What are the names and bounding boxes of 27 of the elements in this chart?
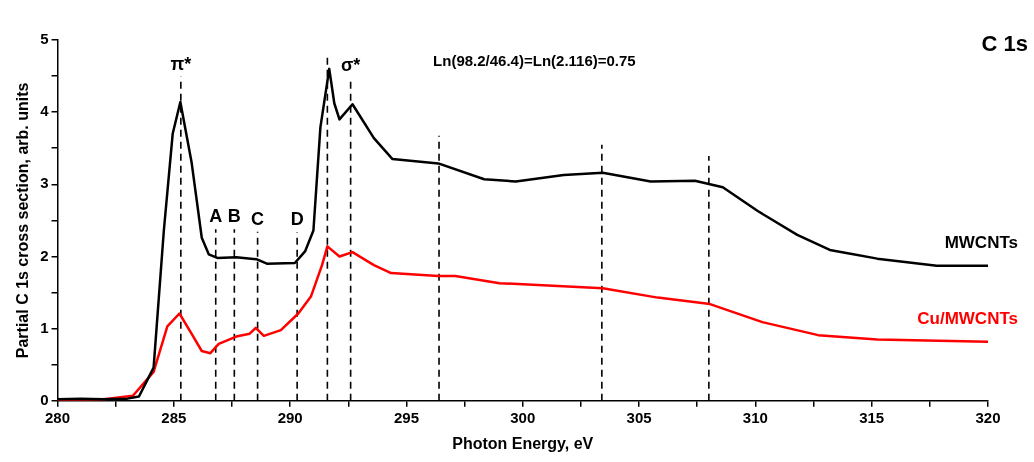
x-tick-label: 300 bbox=[510, 408, 536, 426]
x-tick-label: 315 bbox=[859, 408, 885, 426]
ref-line-label: C bbox=[251, 208, 265, 229]
y-tick-label: 4 bbox=[40, 102, 50, 120]
ref-line-label: D bbox=[290, 209, 304, 230]
x-tick-label: 290 bbox=[277, 408, 303, 426]
ref-line-label: B bbox=[227, 206, 241, 227]
series-label: Cu/MWCNTs bbox=[917, 308, 1018, 328]
y-tick-label: 3 bbox=[40, 174, 49, 192]
x-tick-label: 305 bbox=[626, 408, 652, 426]
x-tick-label: 280 bbox=[45, 408, 71, 426]
ref-line-label: σ* bbox=[340, 55, 361, 76]
chart-title: C 1s bbox=[981, 31, 1028, 57]
ref-line-label: π* bbox=[170, 53, 192, 74]
x-tick-label: 310 bbox=[742, 408, 768, 426]
x-axis-title: Photon Energy, eV bbox=[452, 434, 594, 452]
y-tick-label: 0 bbox=[40, 390, 49, 408]
y-tick-label: 1 bbox=[40, 318, 49, 336]
x-tick-label: 285 bbox=[161, 408, 187, 426]
x-tick-label: 295 bbox=[393, 408, 419, 426]
x-tick-label: 320 bbox=[975, 408, 1001, 426]
ref-line-label: A bbox=[209, 206, 223, 227]
y-tick-label: 5 bbox=[40, 30, 49, 48]
y-tick-label: 2 bbox=[40, 246, 49, 264]
series-label: MWCNTs bbox=[944, 233, 1018, 253]
annotation: Ln(98.2/46.4)=Ln(2.116)=0.75 bbox=[433, 51, 636, 69]
y-axis-title: Partial C 1s cross section, arb. units bbox=[14, 82, 32, 359]
